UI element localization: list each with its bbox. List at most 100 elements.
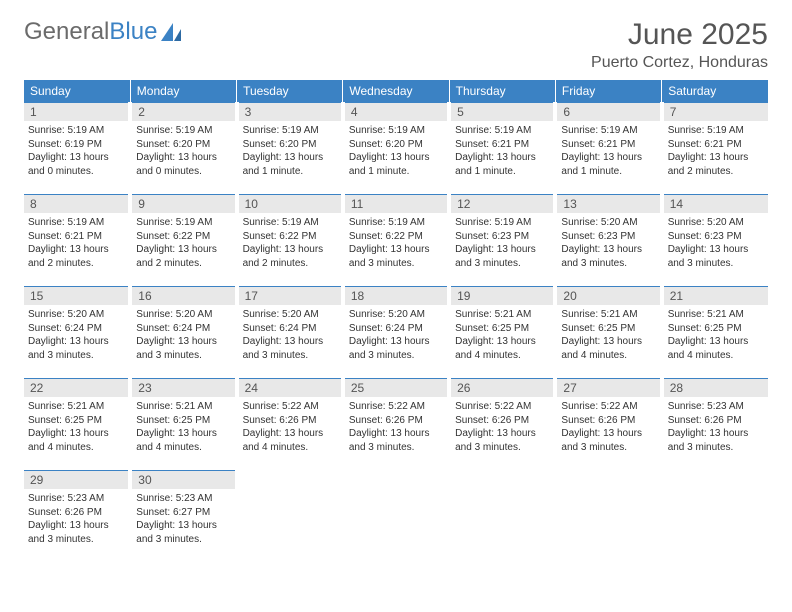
day-body: Sunrise: 5:19 AMSunset: 6:21 PMDaylight:… (24, 213, 128, 273)
day-number: 13 (557, 194, 659, 213)
sunrise-text: Sunrise: 5:19 AM (136, 124, 230, 138)
day-cell-23: 23Sunrise: 5:21 AMSunset: 6:25 PMDayligh… (130, 378, 236, 464)
day-cell-13: 13Sunrise: 5:20 AMSunset: 6:23 PMDayligh… (555, 194, 661, 280)
daylight-text: Daylight: 13 hours and 3 minutes. (349, 335, 443, 362)
sunset-text: Sunset: 6:21 PM (668, 138, 764, 152)
day-body: Sunrise: 5:22 AMSunset: 6:26 PMDaylight:… (239, 397, 341, 457)
day-cell-20: 20Sunrise: 5:21 AMSunset: 6:25 PMDayligh… (555, 286, 661, 372)
day-body: Sunrise: 5:19 AMSunset: 6:22 PMDaylight:… (239, 213, 341, 273)
empty-cell (237, 470, 343, 556)
day-cell-28: 28Sunrise: 5:23 AMSunset: 6:26 PMDayligh… (662, 378, 768, 464)
weekday-thursday: Thursday (449, 80, 555, 102)
sunrise-text: Sunrise: 5:19 AM (136, 216, 230, 230)
sunset-text: Sunset: 6:20 PM (349, 138, 443, 152)
day-cell-24: 24Sunrise: 5:22 AMSunset: 6:26 PMDayligh… (237, 378, 343, 464)
sunset-text: Sunset: 6:26 PM (28, 506, 124, 520)
day-body: Sunrise: 5:21 AMSunset: 6:25 PMDaylight:… (664, 305, 768, 365)
day-number: 21 (664, 286, 768, 305)
day-body: Sunrise: 5:19 AMSunset: 6:21 PMDaylight:… (451, 121, 553, 181)
day-cell-9: 9Sunrise: 5:19 AMSunset: 6:22 PMDaylight… (130, 194, 236, 280)
daylight-text: Daylight: 13 hours and 3 minutes. (136, 519, 230, 546)
day-body: Sunrise: 5:19 AMSunset: 6:22 PMDaylight:… (345, 213, 447, 273)
week-row: 1Sunrise: 5:19 AMSunset: 6:19 PMDaylight… (24, 102, 768, 188)
empty-cell (343, 470, 449, 556)
weekday-wednesday: Wednesday (343, 80, 449, 102)
daylight-text: Daylight: 13 hours and 3 minutes. (561, 243, 655, 270)
sunrise-text: Sunrise: 5:19 AM (243, 216, 337, 230)
brand-part1: General (24, 18, 109, 46)
day-cell-12: 12Sunrise: 5:19 AMSunset: 6:23 PMDayligh… (449, 194, 555, 280)
day-cell-1: 1Sunrise: 5:19 AMSunset: 6:19 PMDaylight… (24, 102, 130, 188)
sunset-text: Sunset: 6:21 PM (28, 230, 124, 244)
sunset-text: Sunset: 6:20 PM (136, 138, 230, 152)
calendar-body: 1Sunrise: 5:19 AMSunset: 6:19 PMDaylight… (24, 102, 768, 556)
day-body: Sunrise: 5:23 AMSunset: 6:26 PMDaylight:… (24, 489, 128, 549)
day-number: 29 (24, 470, 128, 489)
sunrise-text: Sunrise: 5:23 AM (136, 492, 230, 506)
day-number: 9 (132, 194, 234, 213)
sunset-text: Sunset: 6:22 PM (349, 230, 443, 244)
sunset-text: Sunset: 6:21 PM (561, 138, 655, 152)
daylight-text: Daylight: 13 hours and 2 minutes. (668, 151, 764, 178)
sunset-text: Sunset: 6:23 PM (668, 230, 764, 244)
weekday-tuesday: Tuesday (237, 80, 343, 102)
day-number: 12 (451, 194, 553, 213)
sunrise-text: Sunrise: 5:20 AM (243, 308, 337, 322)
sunrise-text: Sunrise: 5:19 AM (668, 124, 764, 138)
day-number: 25 (345, 378, 447, 397)
day-cell-29: 29Sunrise: 5:23 AMSunset: 6:26 PMDayligh… (24, 470, 130, 556)
sunrise-text: Sunrise: 5:21 AM (455, 308, 549, 322)
sunrise-text: Sunrise: 5:20 AM (561, 216, 655, 230)
day-number: 4 (345, 102, 447, 121)
day-number: 8 (24, 194, 128, 213)
day-body: Sunrise: 5:23 AMSunset: 6:26 PMDaylight:… (664, 397, 768, 457)
title-block: June 2025 Puerto Cortez, Honduras (591, 18, 768, 72)
sunset-text: Sunset: 6:24 PM (28, 322, 124, 336)
sunset-text: Sunset: 6:27 PM (136, 506, 230, 520)
sunset-text: Sunset: 6:25 PM (561, 322, 655, 336)
day-number: 27 (557, 378, 659, 397)
day-cell-26: 26Sunrise: 5:22 AMSunset: 6:26 PMDayligh… (449, 378, 555, 464)
sunrise-text: Sunrise: 5:19 AM (455, 216, 549, 230)
sunrise-text: Sunrise: 5:19 AM (561, 124, 655, 138)
sunrise-text: Sunrise: 5:23 AM (28, 492, 124, 506)
day-cell-7: 7Sunrise: 5:19 AMSunset: 6:21 PMDaylight… (662, 102, 768, 188)
day-cell-8: 8Sunrise: 5:19 AMSunset: 6:21 PMDaylight… (24, 194, 130, 280)
day-body: Sunrise: 5:21 AMSunset: 6:25 PMDaylight:… (557, 305, 659, 365)
sunrise-text: Sunrise: 5:19 AM (455, 124, 549, 138)
daylight-text: Daylight: 13 hours and 3 minutes. (455, 243, 549, 270)
day-number: 19 (451, 286, 553, 305)
day-cell-17: 17Sunrise: 5:20 AMSunset: 6:24 PMDayligh… (237, 286, 343, 372)
daylight-text: Daylight: 13 hours and 4 minutes. (561, 335, 655, 362)
day-body: Sunrise: 5:22 AMSunset: 6:26 PMDaylight:… (451, 397, 553, 457)
day-cell-15: 15Sunrise: 5:20 AMSunset: 6:24 PMDayligh… (24, 286, 130, 372)
brand-sail-icon (159, 21, 185, 43)
day-number: 20 (557, 286, 659, 305)
weekday-sunday: Sunday (24, 80, 130, 102)
sunrise-text: Sunrise: 5:21 AM (668, 308, 764, 322)
daylight-text: Daylight: 13 hours and 3 minutes. (136, 335, 230, 362)
sunrise-text: Sunrise: 5:19 AM (349, 124, 443, 138)
day-number: 3 (239, 102, 341, 121)
day-cell-11: 11Sunrise: 5:19 AMSunset: 6:22 PMDayligh… (343, 194, 449, 280)
week-row: 22Sunrise: 5:21 AMSunset: 6:25 PMDayligh… (24, 378, 768, 464)
day-number: 24 (239, 378, 341, 397)
sunset-text: Sunset: 6:22 PM (243, 230, 337, 244)
sunrise-text: Sunrise: 5:22 AM (243, 400, 337, 414)
sunrise-text: Sunrise: 5:20 AM (136, 308, 230, 322)
sunset-text: Sunset: 6:25 PM (28, 414, 124, 428)
sunrise-text: Sunrise: 5:20 AM (668, 216, 764, 230)
day-body: Sunrise: 5:19 AMSunset: 6:23 PMDaylight:… (451, 213, 553, 273)
sunset-text: Sunset: 6:23 PM (455, 230, 549, 244)
sunrise-text: Sunrise: 5:19 AM (28, 124, 124, 138)
day-cell-30: 30Sunrise: 5:23 AMSunset: 6:27 PMDayligh… (130, 470, 236, 556)
day-number: 11 (345, 194, 447, 213)
day-body: Sunrise: 5:21 AMSunset: 6:25 PMDaylight:… (24, 397, 128, 457)
daylight-text: Daylight: 13 hours and 3 minutes. (455, 427, 549, 454)
day-body: Sunrise: 5:20 AMSunset: 6:24 PMDaylight:… (132, 305, 234, 365)
weekday-saturday: Saturday (662, 80, 768, 102)
sunrise-text: Sunrise: 5:19 AM (349, 216, 443, 230)
day-number: 16 (132, 286, 234, 305)
sunset-text: Sunset: 6:24 PM (243, 322, 337, 336)
day-cell-3: 3Sunrise: 5:19 AMSunset: 6:20 PMDaylight… (237, 102, 343, 188)
